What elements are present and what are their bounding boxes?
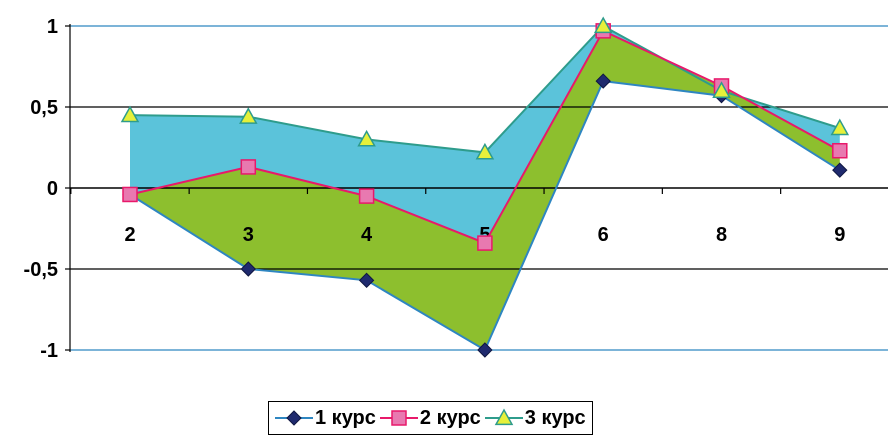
- y-tick-label: 0: [47, 178, 58, 200]
- series-1-point: [358, 272, 375, 289]
- series-2-point: [477, 235, 493, 251]
- x-tick-label: 9: [834, 224, 845, 246]
- x-tick-label: 5: [479, 224, 490, 246]
- series-markers: [120, 16, 850, 358]
- x-tick-label: 8: [716, 224, 727, 246]
- area-fill-1-2: [130, 30, 840, 351]
- legend-item-series-2: 2 курс: [379, 406, 481, 430]
- series-2-point: [832, 142, 848, 159]
- y-tick-label: -1: [40, 340, 58, 362]
- x-tick-label: 4: [361, 224, 373, 246]
- series-3-point: [593, 16, 613, 34]
- series-2-point: [358, 188, 375, 204]
- x-tick-label: 2: [124, 224, 135, 246]
- legend-item-series-1: 1 курс: [275, 407, 376, 430]
- chart: 2 3 4 5 6 8 9 1 0,5 0 -0,5 -1: [24, 16, 888, 362]
- series-3-point: [830, 118, 850, 136]
- x-axis: 2 3 4 5 6 8 9: [70, 188, 845, 246]
- series-1-point: [832, 162, 848, 178]
- y-tick-label: 0,5: [30, 97, 58, 119]
- legend-swatch-series-1: [275, 410, 313, 426]
- legend-swatch-series-3: [484, 408, 523, 426]
- y-tick-label: 1: [47, 16, 58, 38]
- series-3-point: [357, 129, 376, 147]
- series-1-point: [240, 261, 257, 277]
- area-fill-2-3: [130, 26, 840, 244]
- legend-marker: [494, 408, 514, 426]
- legend: 1 курс 2 курс 3 курс: [268, 401, 593, 435]
- legend-marker: [391, 410, 407, 426]
- y-axis: 1 0,5 0 -0,5 -1: [24, 16, 71, 362]
- series-3-point: [712, 81, 731, 98]
- legend-swatch-series-2: [379, 410, 418, 426]
- x-tick-label: 3: [243, 224, 254, 246]
- series-3-point: [120, 105, 140, 123]
- series-2-point: [122, 186, 138, 203]
- legend-item-series-3: 3 курс: [484, 406, 586, 430]
- series-1-point: [595, 73, 611, 89]
- legend-label-series-3: 3 курс: [524, 406, 586, 429]
- series-3-point: [475, 142, 495, 160]
- y-tick-label: -0,5: [24, 259, 58, 281]
- legend-marker: [286, 410, 302, 426]
- area-fills: [130, 26, 840, 351]
- series-1-point: [477, 342, 493, 358]
- legend-label-series-1: 1 курс: [315, 406, 376, 429]
- series-2-point: [240, 159, 257, 175]
- x-tick-label: 6: [598, 224, 609, 246]
- legend-label-series-2: 2 курс: [419, 406, 481, 429]
- series-3-point: [239, 107, 258, 124]
